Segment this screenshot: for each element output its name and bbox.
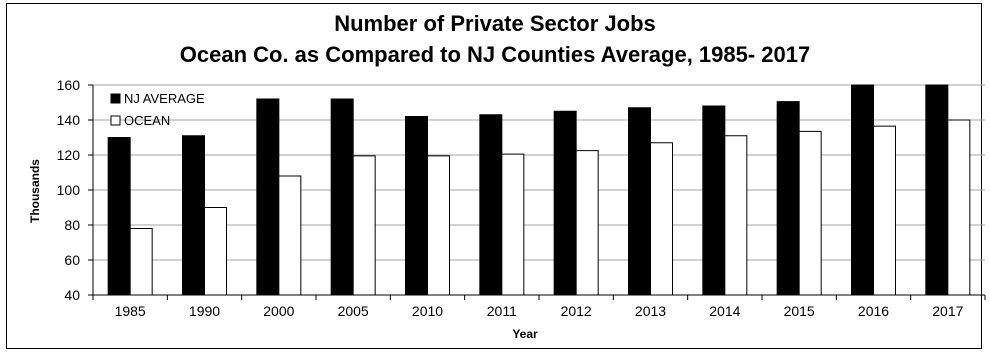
bar-nj-average-1990	[182, 135, 205, 296]
x-tick-label: 2017	[932, 303, 963, 319]
axes	[88, 84, 986, 300]
bar-nj-average-2000	[256, 98, 280, 296]
bar-ocean-2010	[427, 155, 450, 296]
bar-ocean-2014	[724, 135, 748, 296]
x-tick-label: 2012	[561, 303, 592, 319]
x-tick-label: 2010	[412, 303, 443, 319]
y-tick-label: 160	[57, 77, 81, 93]
bar-nj-average-2011	[479, 114, 503, 296]
x-tick-label: 2013	[635, 303, 666, 319]
bar-nj-average-2014	[702, 105, 726, 296]
legend-swatch-ocean	[110, 115, 121, 126]
x-tick-label: 2000	[263, 303, 294, 319]
y-tick-labels: 40 60 80 100 120 140 160	[57, 77, 81, 303]
bar-nj-average-1985	[107, 137, 131, 296]
y-tick-label: 120	[57, 147, 81, 163]
y-tick-label: 40	[64, 287, 80, 303]
legend: NJ AVERAGE OCEAN	[110, 91, 205, 128]
chart-title: Number of Private Sector Jobs	[334, 11, 656, 36]
bar-nj-average-2010	[405, 116, 428, 296]
bar-nj-average-2005	[330, 98, 354, 296]
x-tick-labels: 1985 1990 2000 2005 2010 2011 2012 2013 2014 2015…	[115, 303, 964, 319]
chart-subtitle: Ocean Co. as Compared to NJ Counties Ave…	[180, 42, 811, 67]
bar-ocean-2016	[873, 125, 896, 296]
x-axis-label: Year	[512, 327, 538, 341]
y-axis-label: Thousands	[28, 159, 42, 223]
x-tick-label: 1985	[115, 303, 146, 319]
bar-ocean-1990	[204, 207, 227, 296]
x-tick-label: 2005	[338, 303, 369, 319]
y-tick-label: 80	[64, 217, 80, 233]
bar-ocean-2012	[575, 150, 599, 296]
x-tick-label: 1990	[189, 303, 220, 319]
legend-label-ocean: OCEAN	[124, 113, 170, 128]
bar-nj-average-2012	[553, 110, 577, 296]
y-tick-label: 60	[64, 252, 80, 268]
bar-ocean-2017	[947, 119, 971, 296]
bar-ocean-2011	[501, 153, 525, 296]
bar-ocean-1985	[129, 228, 153, 296]
bar-ocean-2000	[278, 175, 302, 296]
x-tick-label: 2014	[709, 303, 740, 319]
bar-ocean-2015	[798, 130, 822, 296]
bar-nj-average-2015	[776, 101, 800, 296]
bars	[107, 84, 971, 296]
bar-ocean-2005	[352, 155, 376, 296]
bar-ocean-2013	[650, 142, 673, 296]
x-tick-label: 2011	[487, 303, 517, 319]
gridlines	[93, 84, 985, 261]
y-tick-label: 100	[57, 182, 81, 198]
bar-nj-average-2016	[851, 84, 874, 296]
bar-nj-average-2013	[628, 107, 651, 296]
y-tick-label: 140	[57, 112, 81, 128]
x-tick-label: 2015	[784, 303, 815, 319]
bar-nj-average-2017	[925, 84, 949, 296]
legend-swatch-nj-average	[110, 93, 121, 104]
x-tick-label: 2016	[858, 303, 889, 319]
legend-label-nj-average: NJ AVERAGE	[124, 91, 205, 106]
